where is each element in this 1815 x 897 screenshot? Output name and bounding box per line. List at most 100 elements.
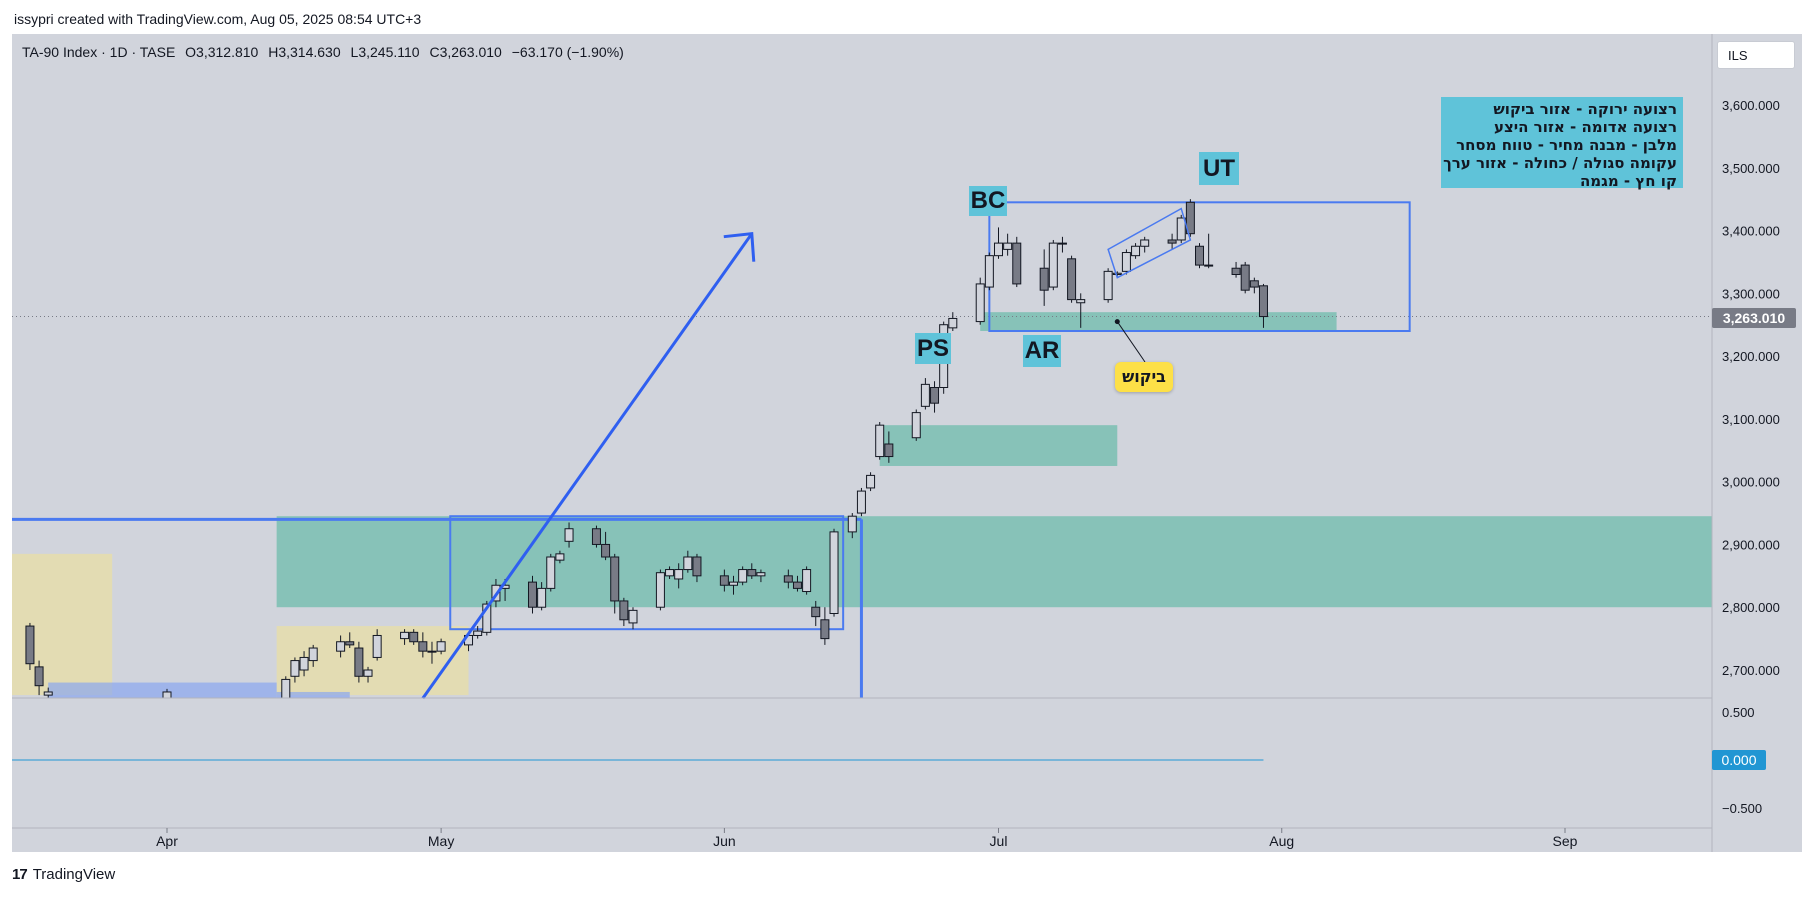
candle-body (34, 666, 44, 687)
candle-body (719, 575, 729, 586)
ar-label: AR (1023, 335, 1061, 367)
tradingview-logo-icon: 17 (12, 866, 28, 883)
legend-high: H3,314.630 (268, 44, 341, 60)
consolidation-zone (276, 626, 469, 696)
time-tick-label: Apr (156, 833, 178, 849)
candle-body (308, 647, 318, 662)
price-tick-label: 3,300.000 (1722, 286, 1780, 301)
overlays-layer (421, 207, 1192, 700)
price-tick-label: 3,200.000 (1722, 349, 1780, 364)
note-line: רצועה ירוקה - אזור ביקוש (1493, 100, 1677, 118)
candle-body (984, 255, 994, 288)
candle-body (25, 625, 35, 665)
price-tick-label: 3,400.000 (1722, 224, 1780, 239)
candle-body (674, 569, 684, 580)
note-line: מלבן - מבנה מחיר - טווח מסחר (1456, 136, 1677, 154)
rising-channel (1107, 207, 1192, 279)
note-line: רצועה אדומה - אזור היצע (1493, 118, 1677, 136)
footer-brand-name: TradingView (32, 866, 116, 883)
candle-body (1048, 242, 1058, 288)
candle-body (400, 631, 410, 640)
candle-body (792, 581, 802, 589)
candle-body (345, 641, 355, 646)
candle-body (409, 631, 419, 643)
candle-body (473, 630, 483, 636)
candle-body (655, 572, 665, 608)
last-price-tag: 3,263.010 (1712, 308, 1796, 328)
candle-body (162, 691, 172, 698)
value-area-zone (48, 682, 277, 698)
attribution-text: issypri created with TradingView.com, Au… (14, 11, 422, 27)
candle-body (747, 569, 757, 577)
candle-body (802, 569, 812, 593)
candle-body (1076, 299, 1086, 304)
candle-body (993, 242, 1003, 257)
candle-body (619, 600, 629, 621)
attribution-bar: issypri created with TradingView.com, Au… (0, 0, 1815, 38)
bc-label: BC (969, 186, 1007, 216)
candle-body (1195, 245, 1205, 266)
candle-body (756, 572, 766, 577)
consolidation-zone (12, 553, 113, 696)
price-tick-label: 3,100.000 (1722, 412, 1780, 427)
candle-body (1185, 201, 1195, 235)
candle-body (372, 634, 382, 658)
candle-body (1204, 264, 1214, 267)
price-tick-label: 2,800.000 (1722, 600, 1780, 615)
demand-zone (276, 516, 1712, 608)
candle-body (591, 528, 601, 545)
candle-body (829, 531, 839, 615)
price-tick-label: 3,600.000 (1722, 98, 1780, 113)
candle-body (564, 528, 574, 542)
candle-body (336, 641, 346, 652)
demand-zone (980, 312, 1337, 331)
time-tick-label: Aug (1269, 833, 1294, 849)
candle-body (354, 647, 364, 677)
candle-body (811, 606, 821, 618)
legend-open: O3,312.810 (185, 44, 259, 60)
zones-layer (12, 312, 1712, 698)
candle-body (1240, 264, 1250, 291)
candle-body (0, 576, 7, 626)
candle-body (610, 556, 620, 602)
currency-selector[interactable]: ILS (1717, 41, 1795, 69)
ut-label: UT (1199, 152, 1239, 185)
legend-close: C3,263.010 (429, 44, 502, 60)
candle-body (1140, 239, 1150, 247)
footer-brand: 17 TradingView (12, 862, 115, 888)
candle-body (692, 556, 702, 577)
candle-body (866, 474, 876, 489)
candle-body (1039, 267, 1049, 291)
trend-arrow-line (421, 232, 754, 700)
candle-body (975, 283, 985, 323)
candle-body (911, 412, 921, 439)
candle-body (628, 609, 638, 624)
ps-label: PS (915, 333, 951, 364)
legend-low: L3,245.110 (350, 44, 420, 60)
note-line: קו חץ - מגמה (1579, 172, 1677, 190)
time-tick-label: Jun (713, 833, 736, 849)
candle-body (1067, 258, 1077, 301)
axes-layer: 0.500 −0.500 3,600.000 3,500.000 3,400.000 3,… (12, 34, 1780, 852)
candle-body (427, 650, 437, 653)
demand-pointer-line (1116, 321, 1146, 363)
candle-body (1003, 242, 1013, 250)
price-tick-label: 2,900.000 (1722, 537, 1780, 552)
candle-body (482, 603, 492, 633)
osc-tick-label: 0.500 (1722, 705, 1755, 720)
price-tick-label: 2,700.000 (1722, 663, 1780, 678)
range-box (449, 515, 845, 631)
candle-body (1103, 270, 1113, 301)
candle-body (1249, 280, 1259, 288)
candle-body (546, 556, 556, 589)
osc-tick-label: −0.500 (1722, 801, 1762, 816)
candle-body (820, 619, 830, 640)
candle-body (683, 556, 693, 571)
candle-body (856, 490, 866, 514)
candle-body (738, 569, 748, 583)
candle-body (601, 543, 611, 558)
value-area-zone (276, 691, 350, 698)
candle-body (527, 581, 537, 608)
candle-body (920, 383, 930, 407)
